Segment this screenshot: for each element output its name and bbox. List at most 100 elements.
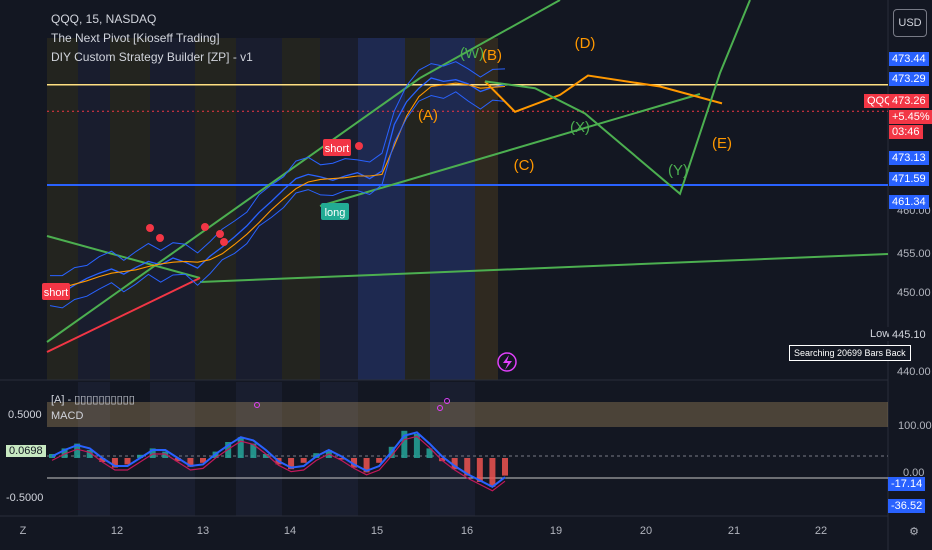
price-tag: 473.13: [889, 151, 929, 165]
macd-signal-line: [51, 435, 506, 492]
oscillator-legend: [A] - ▯▯▯▯▯▯▯▯▯▯ MACD: [51, 392, 135, 424]
macd-histogram-bar: [413, 434, 420, 458]
session-band: [282, 38, 320, 380]
signal-badge: short: [323, 139, 351, 156]
price-tag: QQQ: [864, 94, 896, 108]
macd-histogram-bar: [250, 443, 257, 458]
lightning-icon: [497, 352, 517, 372]
time-axis-tick: 14: [283, 525, 297, 537]
overbought-zone: [47, 402, 888, 427]
wave-label: (D): [575, 35, 596, 52]
currency-button[interactable]: USD: [893, 9, 927, 37]
macd-histogram-bar: [137, 454, 144, 458]
signal-dot: [156, 234, 164, 242]
trend-line: [319, 93, 701, 207]
indicator-next-pivot[interactable]: The Next Pivot [Kioseff Trading]: [51, 31, 220, 45]
wave-label: (B): [482, 47, 502, 64]
wave-label: (Y): [668, 162, 688, 179]
time-axis-tick: 19: [549, 525, 563, 537]
macd-histogram-bar: [288, 458, 295, 470]
session-band: [358, 38, 405, 380]
price-tag: 471.59: [889, 172, 929, 186]
divergence-marker: [444, 398, 450, 404]
wave-projection-line: [484, 0, 751, 196]
macd-histogram-bar: [61, 448, 68, 458]
pivot-projection-line: [484, 74, 723, 113]
wave-label: (A): [418, 107, 438, 124]
macd-histogram-bar: [363, 458, 370, 473]
signal-badge: long: [321, 203, 349, 220]
macd-histogram-bar: [262, 454, 269, 458]
macd-histogram-bar: [225, 442, 232, 458]
trend-line: [199, 253, 889, 283]
signal-dot: [216, 230, 224, 238]
timezone-icon[interactable]: Z: [19, 525, 27, 537]
price-tick: 455.00: [897, 248, 931, 260]
macd-histogram-bar: [111, 458, 118, 468]
macd-histogram-bar: [74, 443, 81, 458]
price-tick: 440.00: [897, 366, 931, 378]
osc-value-tag: -17.14: [888, 477, 926, 491]
signal-badge-text: short: [325, 143, 349, 155]
price-tag: 461.34: [889, 195, 929, 209]
time-axis-tick: 20: [639, 525, 653, 537]
signal-badge-bg: [323, 139, 351, 156]
macd-title[interactable]: MACD: [51, 410, 84, 422]
signal-badge-bg: [321, 203, 349, 220]
signal-badge: short: [42, 283, 70, 300]
symbol-title[interactable]: QQQ, 15, NASDAQ: [51, 12, 157, 26]
price-series-line: [49, 77, 506, 294]
gear-icon[interactable]: ⚙: [909, 526, 919, 538]
low-label: Low: [866, 327, 895, 341]
signal-dot: [146, 224, 154, 232]
macd-histogram-bar: [99, 458, 106, 462]
macd-histogram-bar: [174, 458, 181, 462]
trend-line: [419, 0, 561, 79]
osc-value-tag: -36.52: [888, 499, 926, 513]
macd-histogram-bar: [426, 448, 433, 458]
macd-histogram-bar: [502, 458, 508, 476]
indicator-strategy-builder[interactable]: DIY Custom Strategy Builder [ZP] - v1: [51, 50, 253, 64]
time-axis-tick: 15: [370, 525, 384, 537]
price-tag: +5.45%: [889, 110, 932, 124]
macd-histogram-bar: [338, 458, 345, 460]
oscillator-title[interactable]: [A] - ▯▯▯▯▯▯▯▯▯▯: [51, 394, 135, 406]
time-axis-tick: 22: [814, 525, 828, 537]
divergence-marker: [437, 405, 443, 411]
session-band: [195, 38, 236, 380]
signal-badge-text: long: [325, 207, 346, 219]
macd-line: [51, 431, 506, 488]
osc-session-band: [430, 382, 475, 516]
osc-session-band: [78, 382, 110, 516]
session-band: [236, 38, 282, 380]
osc-left-tick: 0.5000: [8, 409, 42, 421]
macd-histogram-bar: [86, 450, 93, 458]
wave-label: (W): [460, 45, 484, 62]
osc-left-tick: -0.5000: [6, 492, 44, 504]
upper-band-line: [50, 61, 506, 277]
trend-line: [46, 277, 201, 353]
lower-band-line: [49, 91, 506, 309]
chart-legend: QQQ, 15, NASDAQ The Next Pivot [Kioseff …: [51, 10, 253, 67]
wave-label: (E): [712, 135, 732, 152]
session-band: [110, 38, 150, 380]
signal-dot: [201, 223, 209, 231]
osc-session-band: [320, 382, 358, 516]
macd-histogram-bar: [351, 458, 357, 468]
macd-histogram-bar: [401, 430, 408, 458]
trend-line: [46, 235, 201, 279]
session-band: [150, 38, 195, 380]
signal-badge-bg: [42, 283, 70, 300]
osc-right-tick: 100.00: [898, 420, 932, 432]
macd-histogram-bar: [149, 448, 156, 458]
macd-histogram-bar: [162, 451, 169, 458]
price-series-line: [49, 82, 506, 290]
session-band: [475, 38, 498, 380]
macd-histogram-bar: [376, 458, 383, 463]
macd-histogram-bar: [451, 458, 458, 470]
macd-histogram-bar: [200, 458, 206, 463]
time-axis-tick: 16: [460, 525, 474, 537]
macd-histogram-bar: [489, 458, 496, 487]
price-tag: 03:46: [889, 125, 923, 139]
